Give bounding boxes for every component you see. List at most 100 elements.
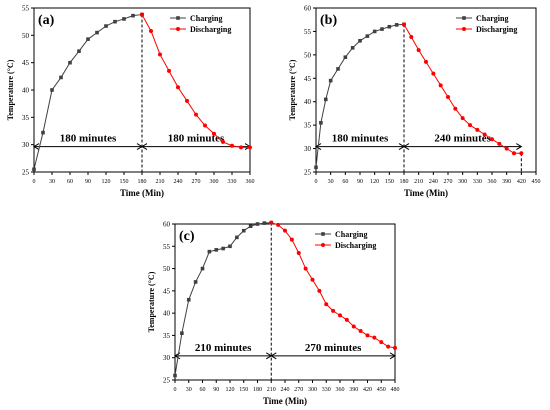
data-point-charging <box>255 222 260 226</box>
data-point-discharging <box>276 222 281 227</box>
data-point-charging <box>262 221 267 225</box>
data-point-charging <box>387 24 392 29</box>
legend-label: Discharging <box>335 241 376 250</box>
data-point-discharging <box>409 35 414 40</box>
data-point-charging <box>131 13 135 18</box>
data-point-discharging <box>203 123 207 128</box>
y-tick-label: 40 <box>22 87 30 95</box>
duration-label: 210 minutes <box>195 342 252 354</box>
y-axis-title: Temperature (°C) <box>6 59 15 120</box>
x-tick-label: 390 <box>349 387 358 393</box>
panel-label: (a) <box>38 13 55 28</box>
data-point-charging <box>394 23 399 27</box>
x-tick-label: 30 <box>186 387 192 393</box>
y-tick-label: 40 <box>163 310 171 318</box>
data-point-charging <box>50 88 54 92</box>
duration-arrow-head-left <box>403 143 410 151</box>
duration-arrow-head-left <box>315 143 322 151</box>
y-tick-label: 55 <box>22 5 30 13</box>
data-point-charging <box>350 46 355 50</box>
legend-marker <box>462 27 466 31</box>
data-point-discharging <box>158 52 162 57</box>
x-tick-label: 210 <box>267 387 276 393</box>
data-point-charging <box>86 37 90 41</box>
data-point-discharging <box>248 145 252 150</box>
x-tick-label: 330 <box>228 179 237 185</box>
x-tick-label: 270 <box>294 387 303 393</box>
x-axis-title: Time (Min) <box>404 188 448 198</box>
y-tick-label: 50 <box>22 32 30 40</box>
data-point-charging <box>180 331 184 335</box>
data-point-discharging <box>431 71 436 76</box>
chart-panel-0: 0 30 60 90 120 150 180 210 240 270 300 330 360 25 30 35… <box>6 5 255 199</box>
data-point-discharging <box>167 68 171 73</box>
y-tick-label: 50 <box>304 51 312 59</box>
data-point-charging <box>328 78 333 83</box>
data-point-charging <box>241 228 246 233</box>
y-tick-label: 60 <box>304 5 312 13</box>
y-tick-label: 55 <box>163 243 171 251</box>
x-tick-label: 0 <box>174 387 177 393</box>
duration-label: 270 minutes <box>305 342 362 354</box>
data-point-charging <box>336 67 340 71</box>
x-tick-label: 90 <box>213 387 219 393</box>
legend-marker <box>321 232 325 236</box>
data-point-charging <box>365 34 370 38</box>
x-tick-label: 150 <box>239 387 248 393</box>
data-point-charging <box>343 55 348 59</box>
x-tick-label: 180 <box>253 387 262 393</box>
data-point-charging <box>214 248 219 252</box>
x-tick-label: 210 <box>414 179 423 185</box>
y-tick-label: 25 <box>22 169 30 177</box>
y-tick-label: 30 <box>163 354 171 362</box>
y-tick-label: 45 <box>304 75 312 83</box>
x-tick-label: 480 <box>391 387 400 393</box>
data-point-discharging <box>221 139 225 144</box>
y-axis-title: Temperature (°C) <box>147 271 156 332</box>
data-point-discharging <box>149 28 153 33</box>
y-tick-label: 35 <box>22 114 30 122</box>
data-point-discharging <box>365 333 370 338</box>
plot-frame <box>315 7 537 173</box>
data-point-discharging <box>446 95 450 100</box>
duration-arrow-head-right <box>389 352 396 360</box>
y-tick-label: 45 <box>22 59 30 67</box>
data-point-discharging <box>239 145 243 150</box>
y-tick-label: 60 <box>163 221 171 229</box>
y-tick-label: 40 <box>304 98 312 106</box>
panel-label: (b) <box>320 13 337 28</box>
x-tick-label: 60 <box>200 387 206 393</box>
x-tick-label: 300 <box>308 387 317 393</box>
x-tick-label: 360 <box>488 179 497 185</box>
x-tick-label: 60 <box>342 179 348 185</box>
x-tick-label: 300 <box>210 179 219 185</box>
x-tick-label: 240 <box>174 179 183 185</box>
x-tick-label: 450 <box>532 179 541 185</box>
data-point-discharging <box>344 317 349 322</box>
data-point-discharging <box>351 324 356 329</box>
duration-label: 240 minutes <box>434 133 491 145</box>
data-point-discharging <box>393 345 397 350</box>
x-tick-label: 270 <box>444 179 453 185</box>
x-tick-label: 150 <box>385 179 394 185</box>
x-tick-label: 120 <box>226 387 235 393</box>
data-point-discharging <box>424 59 428 64</box>
data-point-discharging <box>468 123 472 128</box>
y-tick-label: 25 <box>163 377 171 385</box>
y-tick-label: 30 <box>304 145 312 153</box>
series-line-discharging <box>271 222 396 349</box>
legend-label: Charging <box>335 230 367 239</box>
y-tick-label: 35 <box>163 332 171 340</box>
data-point-charging <box>32 167 36 172</box>
data-point-discharging <box>379 340 384 345</box>
data-point-discharging <box>519 151 524 156</box>
data-point-charging <box>41 130 45 135</box>
data-point-discharging <box>497 141 502 146</box>
data-point-discharging <box>402 22 406 27</box>
data-point-charging <box>59 75 63 80</box>
y-tick-label: 30 <box>22 141 30 149</box>
data-point-charging <box>248 224 253 229</box>
data-point-discharging <box>504 146 509 151</box>
series-line-discharging <box>141 14 250 148</box>
